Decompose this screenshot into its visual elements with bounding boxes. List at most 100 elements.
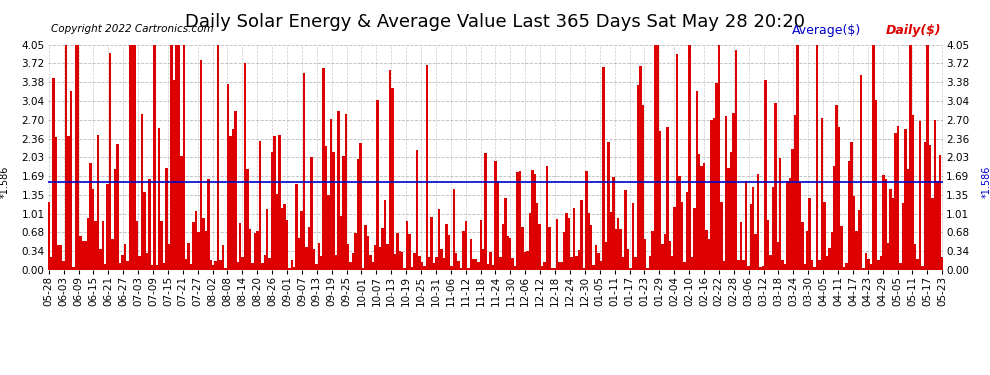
Bar <box>293 267 295 270</box>
Bar <box>534 174 536 270</box>
Bar <box>79 236 82 270</box>
Bar <box>872 45 875 270</box>
Bar <box>467 268 469 270</box>
Bar <box>263 255 266 270</box>
Bar <box>828 248 831 270</box>
Bar <box>195 211 197 270</box>
Bar <box>153 45 155 270</box>
Bar <box>875 100 877 270</box>
Bar <box>838 127 841 270</box>
Bar <box>904 129 907 270</box>
Bar <box>735 50 738 270</box>
Bar <box>479 220 482 270</box>
Bar <box>762 266 764 270</box>
Bar <box>912 115 914 270</box>
Bar <box>852 196 855 270</box>
Bar <box>89 163 92 270</box>
Bar <box>870 264 872 270</box>
Bar <box>635 257 637 270</box>
Bar <box>703 163 705 270</box>
Bar <box>796 45 799 270</box>
Bar <box>733 113 735 270</box>
Bar <box>489 252 492 270</box>
Bar <box>718 45 720 270</box>
Bar <box>247 170 248 270</box>
Bar <box>804 264 806 270</box>
Bar <box>278 135 281 270</box>
Bar <box>850 142 852 270</box>
Bar <box>170 45 172 270</box>
Bar <box>484 153 487 270</box>
Bar <box>934 120 937 270</box>
Bar <box>502 224 504 270</box>
Bar <box>131 45 134 270</box>
Bar <box>769 255 771 270</box>
Bar <box>134 45 136 270</box>
Bar <box>565 213 568 270</box>
Bar <box>354 233 356 270</box>
Bar <box>487 264 489 270</box>
Bar <box>919 121 922 270</box>
Bar <box>48 202 50 270</box>
Bar <box>693 208 696 270</box>
Bar <box>627 249 630 270</box>
Bar <box>225 268 227 270</box>
Bar <box>929 146 932 270</box>
Bar <box>708 239 710 270</box>
Bar <box>418 256 421 270</box>
Bar <box>605 242 607 270</box>
Bar <box>747 266 749 270</box>
Bar <box>50 257 52 270</box>
Bar <box>656 45 658 270</box>
Bar <box>335 255 338 270</box>
Bar <box>77 45 79 270</box>
Bar <box>330 119 333 270</box>
Bar <box>232 129 234 270</box>
Bar <box>836 105 838 270</box>
Text: Copyright 2022 Cartronics.com: Copyright 2022 Cartronics.com <box>51 24 214 34</box>
Bar <box>124 244 126 270</box>
Bar <box>441 249 443 270</box>
Bar <box>816 45 819 270</box>
Bar <box>455 253 457 270</box>
Bar <box>205 231 207 270</box>
Bar <box>74 45 77 270</box>
Bar <box>92 189 94 270</box>
Bar <box>431 217 433 270</box>
Bar <box>234 111 237 270</box>
Bar <box>366 237 369 270</box>
Bar <box>413 254 416 270</box>
Bar <box>880 255 882 270</box>
Bar <box>386 244 389 270</box>
Bar <box>150 266 153 270</box>
Bar <box>889 189 892 270</box>
Bar <box>801 222 804 270</box>
Bar <box>504 198 507 270</box>
Bar <box>897 126 899 270</box>
Bar <box>433 263 436 270</box>
Bar <box>841 226 842 270</box>
Bar <box>644 238 646 270</box>
Bar <box>710 120 713 270</box>
Bar <box>192 222 195 270</box>
Bar <box>757 174 759 270</box>
Bar <box>57 245 59 270</box>
Bar <box>653 45 656 270</box>
Bar <box>658 130 661 270</box>
Bar <box>799 182 801 270</box>
Bar <box>666 127 668 270</box>
Bar <box>600 261 602 270</box>
Bar <box>346 244 349 270</box>
Bar <box>514 266 517 270</box>
Bar <box>857 210 860 270</box>
Bar <box>831 232 833 270</box>
Bar <box>678 176 681 270</box>
Bar <box>401 252 404 270</box>
Bar <box>771 187 774 270</box>
Bar <box>764 80 766 270</box>
Bar <box>212 265 215 270</box>
Bar <box>438 209 441 270</box>
Bar <box>447 235 450 270</box>
Bar <box>303 73 305 270</box>
Bar <box>686 192 688 270</box>
